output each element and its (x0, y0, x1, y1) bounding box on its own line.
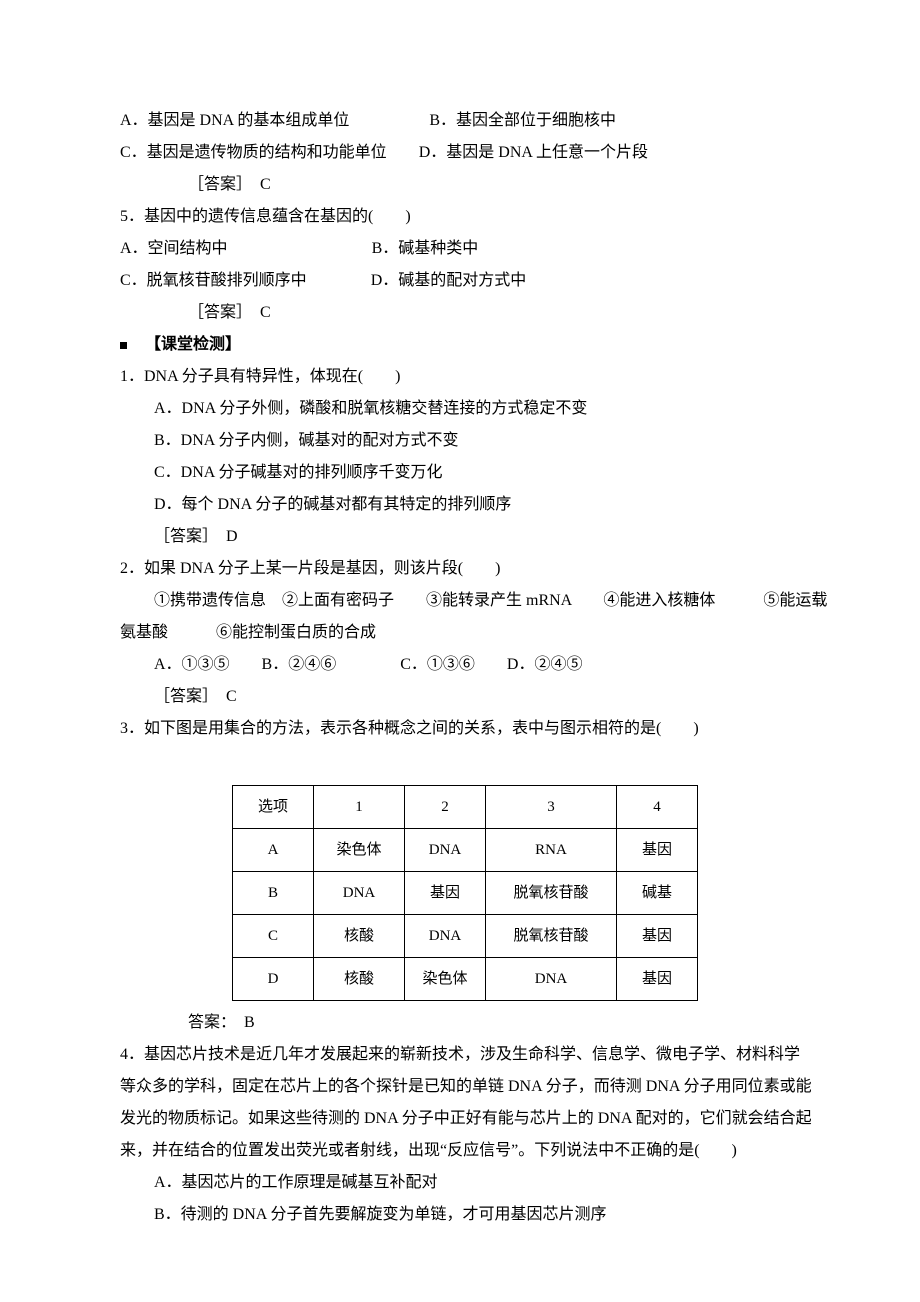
section-header-row: 【课堂检测】 (120, 329, 810, 361)
class-q4-choice-A: A．基因芯片的工作原理是碱基互补配对 (120, 1167, 810, 1199)
table-cell: 核酸 (314, 915, 405, 958)
table-row: B DNA 基因 脱氧核苷酸 碱基 (233, 872, 698, 915)
preamble-choice-C: C．基因是遗传物质的结构和功能单位 (120, 144, 387, 161)
concept-table: 选项 1 2 3 4 A 染色体 DNA RNA 基因 B DNA 基因 脱氧核… (232, 785, 698, 1001)
class-q4-line4: 来，并在结合的位置发出荧光或者射线，出现“反应信号”。下列说法中不正确的是( ) (120, 1135, 810, 1167)
q5-stem: 5．基因中的遗传信息蕴含在基因的( ) (120, 201, 810, 233)
table-cell: D (233, 958, 314, 1001)
preamble-choices-line1: A．基因是 DNA 的基本组成单位 B．基因全部位于细胞核中 (120, 105, 810, 137)
class-q1-choice-D: D．每个 DNA 分子的碱基对都有其特定的排列顺序 (120, 489, 810, 521)
q5-choice-A: A．空间结构中 (120, 240, 228, 257)
table-header-cell: 4 (617, 786, 698, 829)
table-cell: DNA (486, 958, 617, 1001)
table-header-cell: 3 (486, 786, 617, 829)
figure-placeholder (120, 745, 810, 777)
q5-choice-C: C．脱氧核苷酸排列顺序中 (120, 272, 307, 289)
table-cell: RNA (486, 829, 617, 872)
table-row: A 染色体 DNA RNA 基因 (233, 829, 698, 872)
q5-choices-line1: A．空间结构中 B．碱基种类中 (120, 233, 810, 265)
table-cell: 基因 (617, 915, 698, 958)
table-cell: 脱氧核苷酸 (486, 872, 617, 915)
class-q1-choice-C: C．DNA 分子碱基对的排列顺序千变万化 (120, 457, 810, 489)
class-q2-answer: ［答案］ C (120, 681, 810, 713)
table-row: C 核酸 DNA 脱氧核苷酸 基因 (233, 915, 698, 958)
class-q1-stem: 1．DNA 分子具有特异性，体现在( ) (120, 361, 810, 393)
q5-choice-B: B．碱基种类中 (372, 240, 479, 257)
table-cell: 碱基 (617, 872, 698, 915)
preamble-choices-line2: C．基因是遗传物质的结构和功能单位 D．基因是 DNA 上任意一个片段 (120, 137, 810, 169)
table-cell: DNA (405, 829, 486, 872)
table-cell: A (233, 829, 314, 872)
class-q2-stem: 2．如果 DNA 分子上某一片段是基因，则该片段( ) (120, 553, 810, 585)
class-q3-answer: 答案： B (120, 1007, 810, 1039)
preamble-answer: ［答案］ C (120, 169, 810, 201)
table-cell: DNA (405, 915, 486, 958)
table-header-cell: 1 (314, 786, 405, 829)
table-header-row: 选项 1 2 3 4 (233, 786, 698, 829)
class-q2-choices: A．①③⑤ B．②④⑥ C．①③⑥ D．②④⑤ (120, 649, 810, 681)
table-cell: DNA (314, 872, 405, 915)
class-q4-line2: 等众多的学科，固定在芯片上的各个探针是已知的单链 DNA 分子，而待测 DNA … (120, 1071, 810, 1103)
table-cell: 基因 (617, 958, 698, 1001)
table-cell: 脱氧核苷酸 (486, 915, 617, 958)
table-cell: 染色体 (314, 829, 405, 872)
bullet-icon (120, 342, 127, 349)
table-cell: C (233, 915, 314, 958)
preamble-choice-A: A．基因是 DNA 的基本组成单位 (120, 112, 349, 129)
preamble-choice-B: B．基因全部位于细胞核中 (429, 112, 616, 129)
preamble-choice-D: D．基因是 DNA 上任意一个片段 (419, 144, 648, 161)
class-q1-answer: ［答案］ D (120, 521, 810, 553)
class-q2-statements-1: ①携带遗传信息 ②上面有密码子 ③能转录产生 mRNA ④能进入核糖体 ⑤能运载 (120, 585, 810, 617)
class-q3-stem: 3．如下图是用集合的方法，表示各种概念之间的关系，表中与图示相符的是( ) (120, 713, 810, 745)
class-q1-choice-B: B．DNA 分子内侧，碱基对的配对方式不变 (120, 425, 810, 457)
section-title: 【课堂检测】 (145, 329, 241, 361)
table-cell: 核酸 (314, 958, 405, 1001)
class-q4-choice-B: B．待测的 DNA 分子首先要解旋变为单链，才可用基因芯片测序 (120, 1199, 810, 1231)
table-cell: 基因 (617, 829, 698, 872)
class-q1-choice-A: A．DNA 分子外侧，磷酸和脱氧核糖交替连接的方式稳定不变 (120, 393, 810, 425)
table-cell: B (233, 872, 314, 915)
table-cell: 染色体 (405, 958, 486, 1001)
class-q4-line1: 4．基因芯片技术是近几年才发展起来的崭新技术，涉及生命科学、信息学、微电子学、材… (120, 1039, 810, 1071)
q5-choices-line2: C．脱氧核苷酸排列顺序中 D．碱基的配对方式中 (120, 265, 810, 297)
table-header-cell: 2 (405, 786, 486, 829)
class-q4-line3: 发光的物质标记。如果这些待测的 DNA 分子中正好有能与芯片上的 DNA 配对的… (120, 1103, 810, 1135)
q5-choice-D: D．碱基的配对方式中 (371, 272, 527, 289)
table-cell: 基因 (405, 872, 486, 915)
q5-answer: ［答案］ C (120, 297, 810, 329)
table-header-cell: 选项 (233, 786, 314, 829)
class-q2-statements-2: 氨基酸 ⑥能控制蛋白质的合成 (120, 617, 810, 649)
table-row: D 核酸 染色体 DNA 基因 (233, 958, 698, 1001)
